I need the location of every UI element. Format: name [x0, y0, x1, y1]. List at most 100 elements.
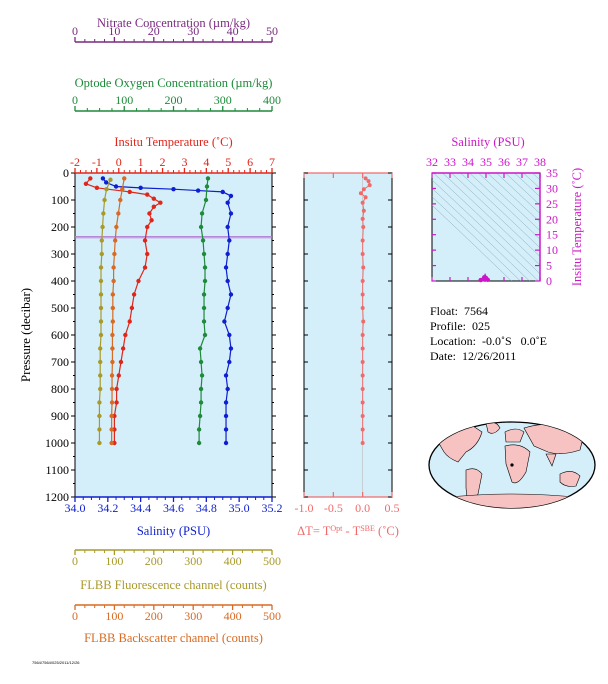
density-contour: [432, 179, 539, 281]
delta-point: [360, 306, 365, 310]
temperature-tick-label: 7: [269, 155, 275, 169]
temperature-point: [114, 400, 119, 405]
backscatter-point: [109, 427, 114, 432]
fluorescence-point: [101, 211, 106, 216]
delta-t-panel: -1.0 -0.5 0.0 0.5 ΔT= TOpt - TSBE (˚C): [295, 172, 400, 539]
pressure-tick-label: 500: [51, 301, 69, 315]
density-contour: [478, 173, 540, 231]
delta-point: [361, 265, 366, 270]
delta-point: [360, 200, 365, 205]
backscatter-point: [112, 238, 118, 243]
salinity-point: [222, 319, 227, 324]
oxygen-tick-label: 400: [263, 93, 281, 107]
temperature-point: [142, 265, 148, 270]
oxygen-axis: 0 100 200 300 400 Optode Oxygen Concentration…: [72, 76, 281, 112]
density-contour: [581, 168, 608, 301]
fluorescence-point: [98, 359, 103, 365]
backscatter-point: [111, 278, 116, 284]
salinity-point: [225, 305, 230, 311]
fluorescence-tick-label: 400: [224, 554, 242, 568]
backscatter-point: [110, 319, 116, 324]
ts-salinity-tick-label: 37: [516, 155, 528, 169]
salinity-point: [195, 188, 201, 193]
backscatter-point: [111, 265, 116, 270]
oxygen-point: [200, 238, 206, 243]
oxygen-point: [201, 292, 207, 297]
temperature-point: [120, 346, 126, 351]
oxygen-point: [197, 346, 203, 351]
fluorescence-point: [99, 238, 104, 243]
oxygen-point: [201, 251, 207, 257]
ts-salinity-tick-label: 33: [444, 155, 456, 169]
salinity-point: [223, 440, 229, 446]
pressure-tick-label: 300: [51, 247, 69, 261]
ts-temp-axis-label: Insitu Temperature (˚C): [570, 168, 584, 286]
density-contour: [432, 187, 530, 281]
nitrate-tick-label: 0: [72, 24, 78, 38]
oxygen-point: [198, 400, 204, 405]
temperature-point: [158, 200, 163, 205]
temperature-point: [147, 211, 152, 216]
ts-salinity-tick-label: 35: [480, 155, 492, 169]
ts-temp-tick-label: 15: [546, 228, 558, 242]
delta-tick-label: -0.5: [324, 501, 343, 515]
oxygen-point: [197, 413, 203, 419]
pressure-tick-label: 700: [51, 355, 69, 369]
backscatter-point: [109, 386, 115, 392]
fluorescence-tick-label: 300: [184, 554, 202, 568]
oxygen-point: [196, 440, 202, 446]
ts-plot-area: [431, 172, 541, 282]
nitrate-tick-label: 40: [227, 24, 239, 38]
temperature-tick-label: 0: [116, 155, 122, 169]
salinity-point: [227, 359, 232, 365]
profile-panel: 0100200300400500600700800900100011001200…: [18, 16, 283, 645]
ts-temp-tick-label: 35: [546, 166, 558, 180]
delta-tick-label: 0.5: [385, 501, 400, 515]
temperature-series: [83, 176, 163, 446]
pressure-tick-label: 1200: [45, 490, 69, 504]
fluorescence-point: [98, 386, 103, 392]
salinity-point: [227, 332, 232, 338]
map-land-australia: [559, 471, 581, 487]
backscatter-point: [110, 346, 115, 351]
nitrate-axis: 0 10 20 30 40 50 Nitrate Concentration (µm/kg): [72, 16, 278, 43]
oxygen-point: [196, 427, 202, 432]
backscatter-point: [110, 292, 116, 297]
density-contour: [523, 173, 540, 189]
salinity-point: [225, 200, 230, 205]
delta-axis-label-part: Opt: [330, 524, 343, 533]
fluorescence-series: [97, 177, 113, 446]
delta-point: [360, 216, 365, 221]
temperature-point: [118, 359, 124, 365]
footnote-text: 7564/7564/025/2011/12/26: [32, 660, 80, 665]
nitrate-tick-label: 30: [187, 24, 199, 38]
salinity-point: [223, 427, 229, 432]
salinity-tick-label: 34.8: [196, 501, 217, 515]
oxygen-point: [199, 211, 205, 216]
nitrate-axis-label: Nitrate Concentration (µm/kg): [97, 16, 250, 30]
temperature-point: [114, 386, 119, 392]
delta-axis-label: ΔT= TOpt - TSBE (˚C): [297, 524, 399, 539]
delta-point: [360, 252, 365, 256]
delta-point: [360, 292, 365, 297]
temperature-tick-label: 4: [203, 155, 209, 169]
salinity-tick-label: 34.2: [97, 501, 118, 515]
temperature-point: [127, 189, 132, 195]
salinity-point: [227, 238, 232, 243]
salinity-point: [225, 224, 230, 230]
backscatter-point: [110, 359, 115, 365]
temperature-point: [88, 176, 93, 181]
backscatter-point: [122, 176, 127, 181]
backscatter-tick-label: 100: [105, 609, 123, 623]
oxygen-point: [198, 224, 204, 230]
oxygen-point: [201, 319, 207, 324]
salinity-tick-label: 35.0: [229, 501, 250, 515]
delta-axis-label-part: ΔT= T: [297, 524, 331, 538]
pressure-tick-label: 200: [51, 220, 69, 234]
backscatter-point: [120, 187, 125, 192]
oxygen-point: [201, 305, 207, 311]
temperature-point: [151, 196, 156, 201]
ts-salinity-tick-label: 32: [426, 155, 438, 169]
